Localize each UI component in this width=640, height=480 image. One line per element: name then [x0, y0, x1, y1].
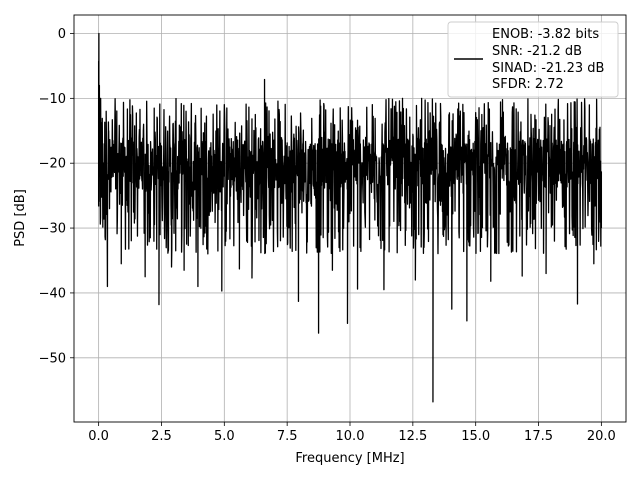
y-tick-label: −40	[39, 286, 66, 301]
x-tick-label: 17.5	[524, 429, 553, 444]
x-tick-label: 20.0	[587, 429, 616, 444]
y-tick-label: −30	[39, 222, 66, 237]
x-axis-ticks: 0.0 2.5 5.0 7.5 10.0 12.5 15.0 17.5 20.0	[88, 422, 616, 444]
legend-entry-sinad: SINAD: -21.23 dB	[492, 61, 604, 76]
x-tick-label: 0.0	[88, 429, 109, 444]
x-axis-label: Frequency [MHz]	[295, 451, 404, 466]
x-tick-label: 2.5	[151, 429, 172, 444]
legend-entry-sfdr: SFDR: 2.72	[492, 77, 564, 92]
x-tick-label: 7.5	[277, 429, 298, 444]
plot-series	[97, 32, 603, 403]
psd-series-line	[97, 32, 603, 403]
y-tick-label: −50	[39, 351, 66, 366]
x-tick-label: 5.0	[214, 429, 235, 444]
legend-box	[447, 21, 619, 98]
y-tick-label: −10	[39, 92, 66, 107]
x-tick-label: 10.0	[336, 429, 365, 444]
legend-entry-enob: ENOB: -3.82 bits	[492, 27, 599, 42]
y-axis-ticks: 0 −10 −20 −30 −40 −50	[39, 27, 74, 366]
legend-entry-snr: SNR: -21.2 dB	[492, 44, 582, 59]
x-tick-label: 12.5	[398, 429, 427, 444]
y-axis-label: PSD [dB]	[13, 189, 28, 247]
y-tick-label: 0	[58, 27, 66, 42]
legend: ENOB: -3.82 bits SNR: -21.2 dB SINAD: -2…	[447, 21, 619, 98]
x-tick-label: 15.0	[461, 429, 490, 444]
y-tick-label: −20	[39, 157, 66, 172]
